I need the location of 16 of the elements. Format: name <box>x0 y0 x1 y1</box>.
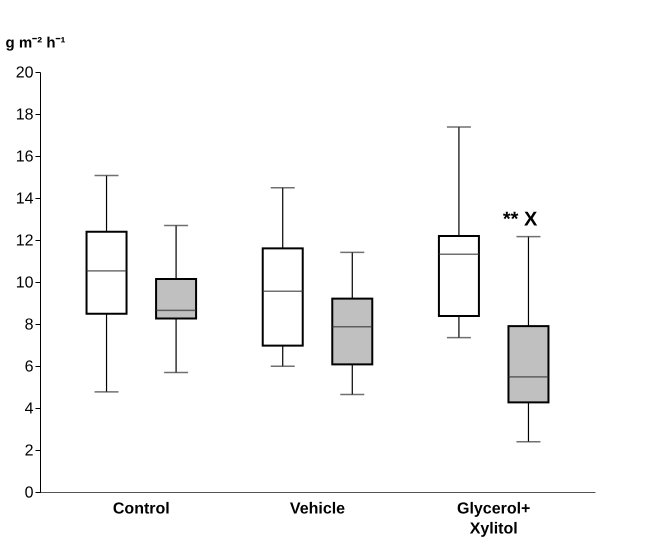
y-tick-label: 4 <box>24 400 34 418</box>
y-tick-label: 10 <box>16 274 34 292</box>
y-tick-label: 2 <box>24 442 34 460</box>
y-tick-label: 18 <box>16 106 34 124</box>
x-tick-label: Control <box>112 500 170 518</box>
y-tick-label: 16 <box>16 148 34 166</box>
y-tick-label: 6 <box>24 358 34 376</box>
y-tick-label: 20 <box>16 64 34 82</box>
x-tick-label: Vehicle <box>290 500 346 518</box>
y-tick-label: 0 <box>24 484 34 502</box>
y-tick-label: 8 <box>24 316 34 334</box>
annotation: ** X <box>502 208 538 230</box>
y-tick-label: 12 <box>16 232 34 250</box>
y-axis-title: g m⁻² h⁻¹ <box>6 34 66 52</box>
y-tick-label: 14 <box>16 190 34 208</box>
x-tick-label: Glycerol+ Xylitol <box>457 500 530 538</box>
